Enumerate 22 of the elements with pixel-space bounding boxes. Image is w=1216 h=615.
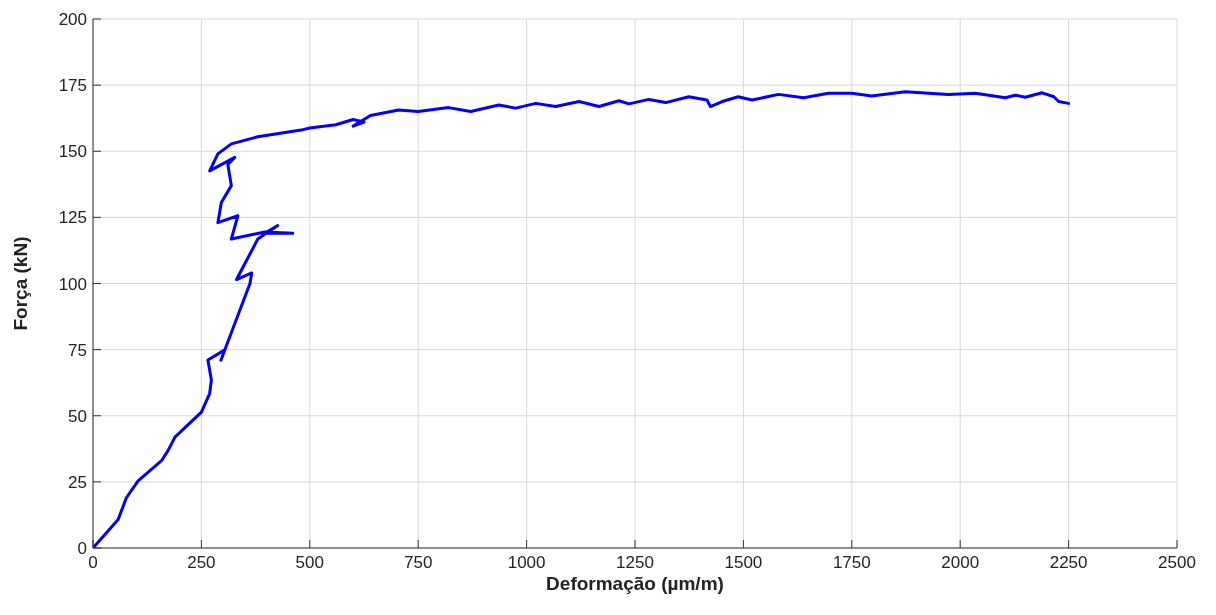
y-tick-label: 150 bbox=[58, 142, 87, 162]
y-tick-label: 25 bbox=[68, 472, 87, 492]
x-tick-label: 500 bbox=[295, 553, 324, 573]
y-tick-label: 175 bbox=[58, 76, 87, 96]
y-tick-label: 200 bbox=[58, 10, 87, 30]
x-tick-label: 750 bbox=[404, 553, 433, 573]
y-tick-label: 75 bbox=[68, 340, 87, 360]
x-tick-label: 1250 bbox=[616, 553, 654, 573]
x-tick-label: 2250 bbox=[1049, 553, 1088, 573]
y-axis-title: Força (kN) bbox=[9, 236, 31, 331]
x-tick-label: 2000 bbox=[941, 553, 980, 573]
x-tick-label: 1500 bbox=[724, 553, 763, 573]
x-tick-label: 2500 bbox=[1158, 553, 1196, 573]
x-axis-title: Deformação (µm/m) bbox=[546, 573, 724, 594]
y-tick-label: 100 bbox=[58, 274, 87, 294]
x-tick-label: 1750 bbox=[832, 553, 871, 573]
y-tick-label: 50 bbox=[68, 406, 87, 426]
line-series bbox=[93, 90, 1071, 548]
x-tick-label: 1000 bbox=[507, 553, 546, 573]
x-tick-label: 250 bbox=[187, 553, 216, 573]
y-tick-label: 125 bbox=[58, 208, 87, 228]
y-tick-label: 0 bbox=[77, 539, 87, 559]
